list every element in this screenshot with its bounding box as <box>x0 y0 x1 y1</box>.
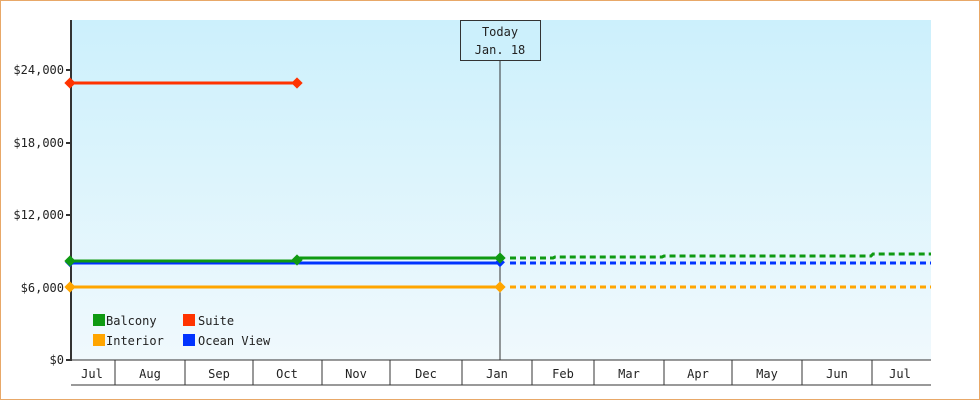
legend-label: Interior <box>106 334 164 348</box>
legend-item-ocean-view[interactable]: Ocean View <box>183 334 271 348</box>
legend-label: Balcony <box>106 314 157 328</box>
today-date: Jan. 18 <box>475 43 526 57</box>
x-tick-label: Jul <box>889 367 911 381</box>
x-tick-label: Apr <box>687 367 709 381</box>
legend-item-balcony[interactable]: Balcony <box>93 314 157 328</box>
x-tick-label: Aug <box>139 367 161 381</box>
legend-item-suite[interactable]: Suite <box>183 314 234 328</box>
y-ticks: $24,000 $18,000 $12,000 $6,000 $0 <box>13 63 71 367</box>
today-marker: Today Jan. 18 <box>460 20 541 360</box>
legend-label: Suite <box>198 314 234 328</box>
x-axis: Jul Aug Sep Oct Nov Dec Jan Feb Mar Apr … <box>71 359 931 386</box>
x-tick-label: Dec <box>415 367 437 381</box>
y-tick-label: $12,000 <box>13 208 64 222</box>
legend: Balcony Suite Interior Ocean View <box>93 314 271 348</box>
x-tick-label: Feb <box>552 367 574 381</box>
x-tick-label: Sep <box>208 367 230 381</box>
today-label: Today <box>482 25 518 39</box>
x-tick-label: Jun <box>826 367 848 381</box>
legend-item-interior[interactable]: Interior <box>93 334 164 348</box>
x-tick-label: Jul <box>81 367 103 381</box>
series-balcony <box>64 252 931 267</box>
y-tick-label: $6,000 <box>21 281 64 295</box>
y-tick-label: $18,000 <box>13 136 64 150</box>
x-tick-label: Oct <box>276 367 298 381</box>
x-tick-label: May <box>756 367 778 381</box>
legend-label: Ocean View <box>198 334 271 348</box>
x-tick-label: Jan <box>486 367 508 381</box>
x-tick-label: Nov <box>345 367 367 381</box>
plot-area <box>71 20 931 360</box>
y-tick-label: $24,000 <box>13 63 64 77</box>
y-tick-label: $0 <box>50 353 64 367</box>
x-tick-label: Mar <box>618 367 640 381</box>
